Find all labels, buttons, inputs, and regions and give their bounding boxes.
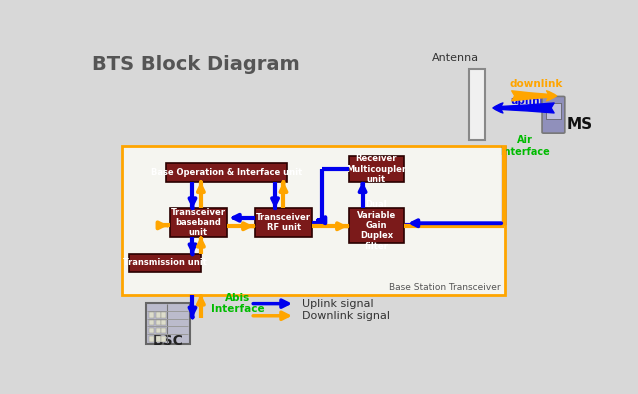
FancyBboxPatch shape bbox=[156, 327, 161, 333]
FancyBboxPatch shape bbox=[255, 208, 312, 237]
FancyBboxPatch shape bbox=[167, 163, 287, 182]
Text: MS: MS bbox=[567, 117, 593, 132]
Text: Base Station Transceiver: Base Station Transceiver bbox=[389, 283, 501, 292]
Text: Transmission unit: Transmission unit bbox=[123, 258, 207, 268]
FancyBboxPatch shape bbox=[161, 320, 167, 325]
FancyBboxPatch shape bbox=[542, 97, 565, 133]
FancyBboxPatch shape bbox=[129, 254, 201, 272]
FancyBboxPatch shape bbox=[149, 336, 154, 342]
Text: Downlink signal: Downlink signal bbox=[302, 311, 390, 321]
FancyBboxPatch shape bbox=[161, 336, 167, 342]
FancyBboxPatch shape bbox=[161, 312, 167, 318]
Text: BTS Block Diagram: BTS Block Diagram bbox=[92, 55, 300, 74]
FancyBboxPatch shape bbox=[349, 208, 404, 243]
FancyBboxPatch shape bbox=[149, 312, 154, 318]
FancyBboxPatch shape bbox=[149, 327, 154, 333]
Text: BSC: BSC bbox=[152, 334, 183, 348]
FancyBboxPatch shape bbox=[145, 303, 189, 344]
FancyBboxPatch shape bbox=[349, 156, 404, 182]
FancyBboxPatch shape bbox=[149, 320, 154, 325]
Text: Antenna: Antenna bbox=[432, 53, 479, 63]
Text: Abis
Interface: Abis Interface bbox=[211, 293, 264, 314]
FancyBboxPatch shape bbox=[156, 312, 161, 318]
Text: Transceiver
RF unit: Transceiver RF unit bbox=[256, 213, 311, 232]
FancyBboxPatch shape bbox=[470, 69, 486, 140]
Text: Receiver
Multicoupler
unit: Receiver Multicoupler unit bbox=[346, 154, 406, 184]
Text: Base Operation & Interface unit: Base Operation & Interface unit bbox=[151, 168, 302, 177]
FancyBboxPatch shape bbox=[161, 327, 167, 333]
Text: uplink: uplink bbox=[510, 96, 546, 106]
FancyBboxPatch shape bbox=[156, 320, 161, 325]
FancyBboxPatch shape bbox=[170, 208, 226, 237]
FancyBboxPatch shape bbox=[545, 103, 561, 119]
Text: Dual
Variable
Gain
Duplex
filter: Dual Variable Gain Duplex filter bbox=[357, 200, 396, 251]
Text: Air
Interface: Air Interface bbox=[500, 135, 549, 157]
Text: downlink: downlink bbox=[510, 79, 563, 89]
Text: Uplink signal: Uplink signal bbox=[302, 299, 374, 309]
Text: Transceiver
baseband
unit: Transceiver baseband unit bbox=[171, 208, 226, 237]
FancyBboxPatch shape bbox=[122, 146, 505, 295]
FancyBboxPatch shape bbox=[156, 336, 161, 342]
